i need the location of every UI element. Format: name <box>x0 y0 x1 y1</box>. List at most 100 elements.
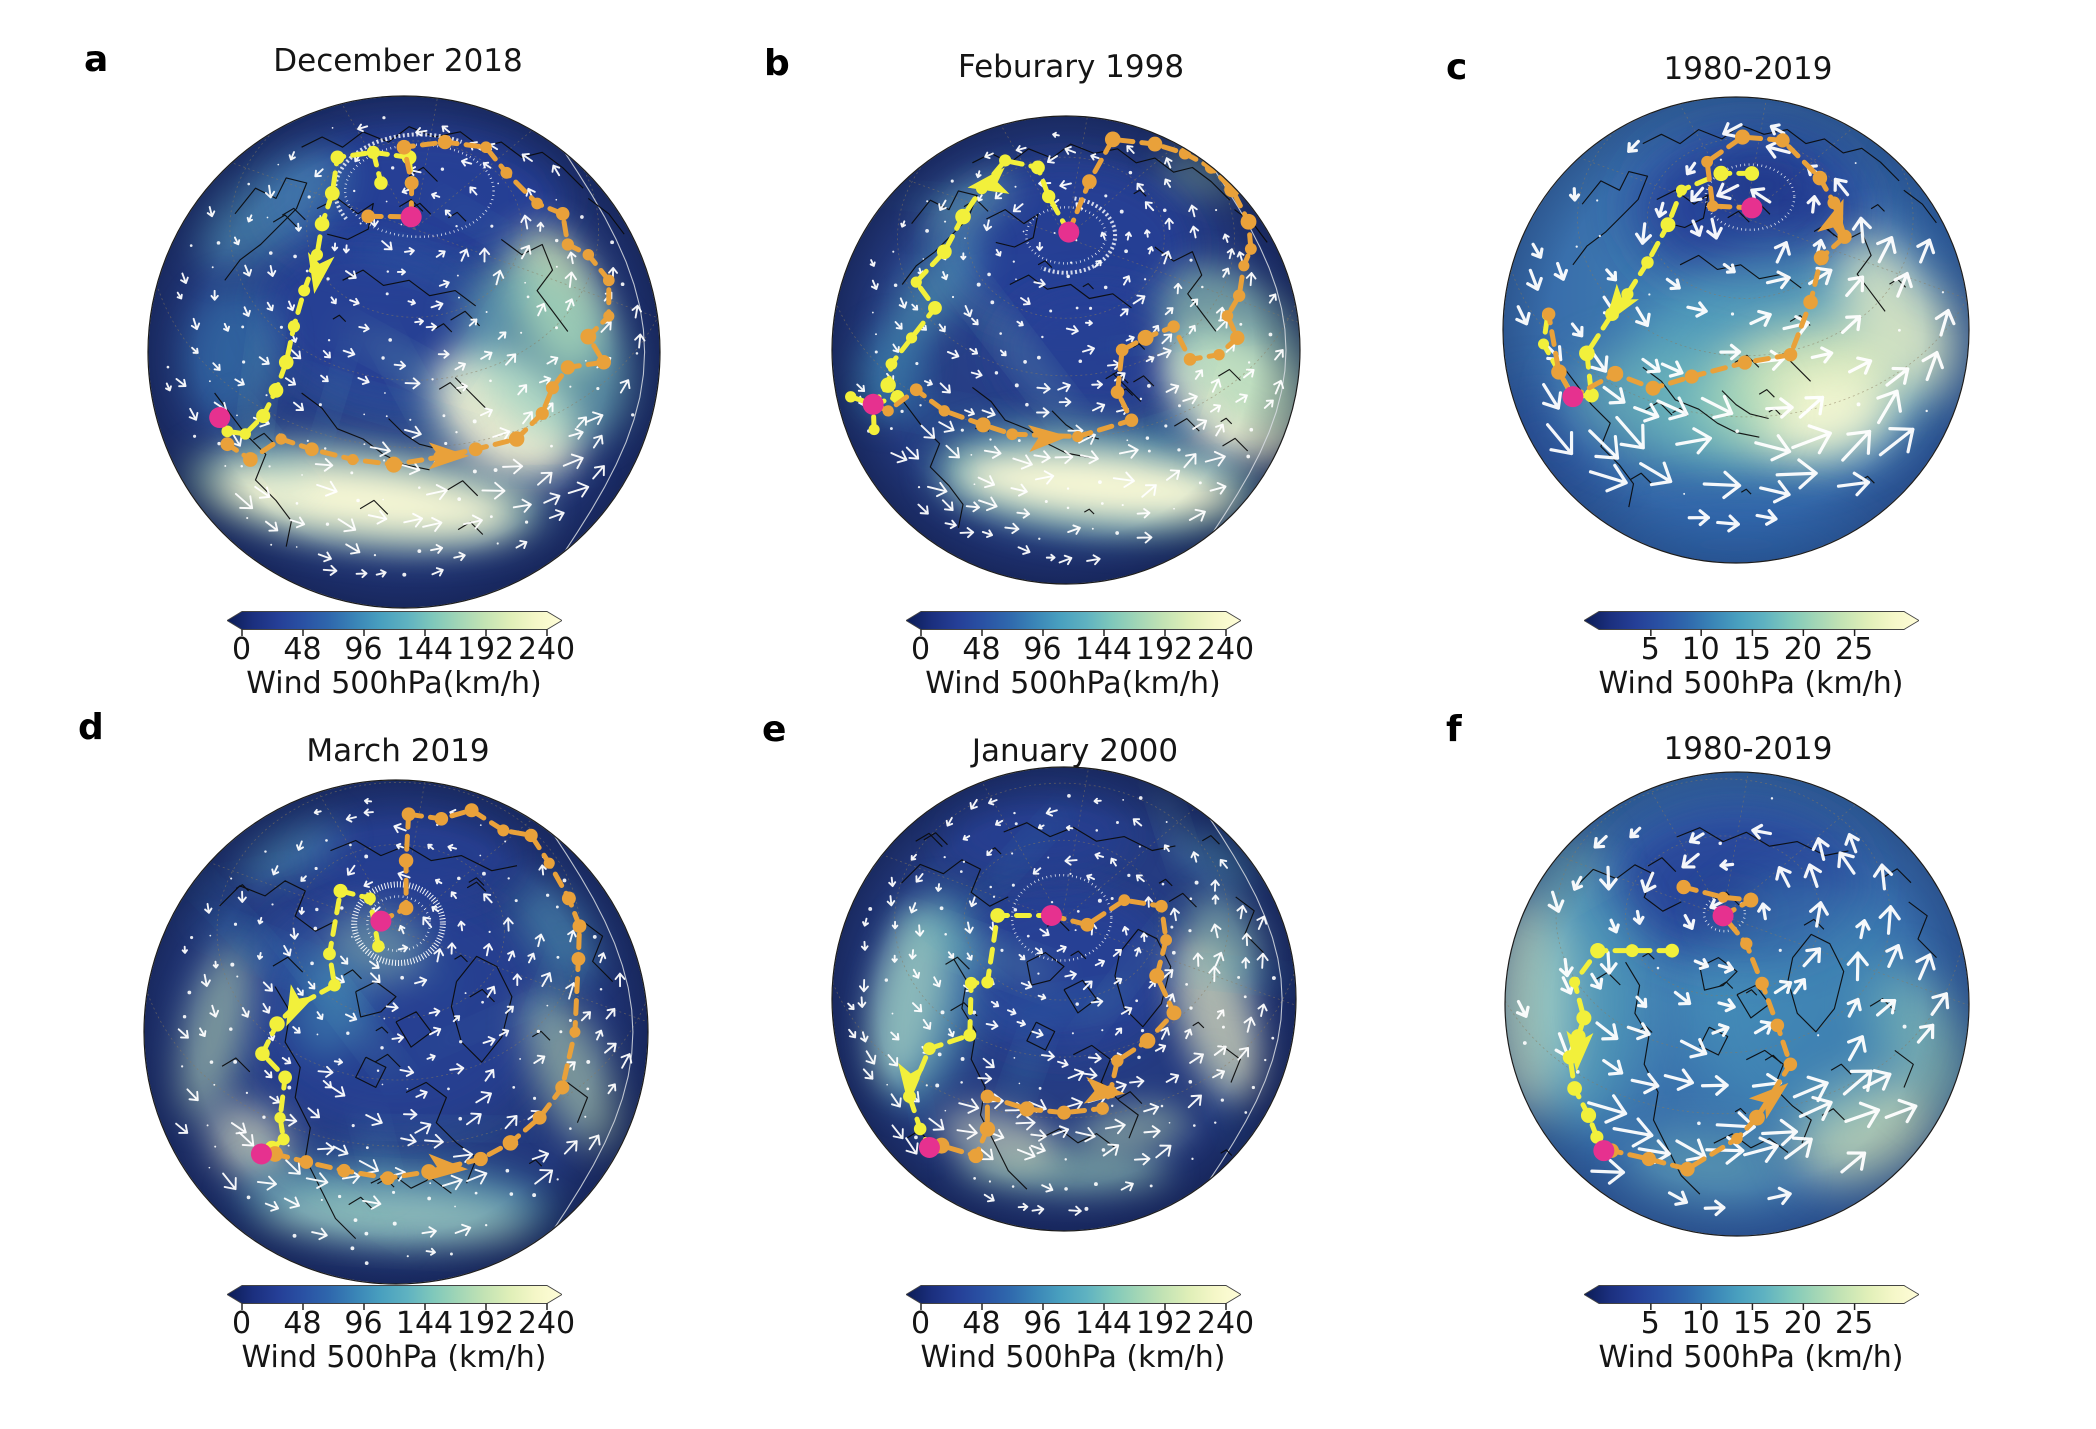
route-orange <box>220 134 615 473</box>
globe-layers <box>832 767 1296 1231</box>
route-yellow <box>1562 942 1679 1158</box>
colorbar-tick-label: 144 <box>395 1306 454 1341</box>
panel-letter-b: b <box>764 43 790 84</box>
colorbar-a: 0 48 96 144 192 240 Wind 500hPa(km/h) <box>226 611 575 711</box>
panel-letter-f: f <box>1446 709 1462 750</box>
route-orange <box>865 131 1257 452</box>
polar-circle <box>1025 196 1118 275</box>
colorbar-tick-label: 192 <box>1135 632 1194 667</box>
colorbar-tick-label: 48 <box>283 1306 322 1341</box>
colorbar-gradient-bar <box>226 1285 562 1310</box>
magenta-markers <box>1562 197 1763 408</box>
magenta-markers <box>1593 905 1734 1162</box>
route-yellow <box>898 908 1058 1154</box>
colorbar-tick-label: 48 <box>283 632 322 667</box>
colorbar-tick-label: 20 <box>1783 1306 1822 1341</box>
globe-layers <box>144 780 648 1284</box>
coastlines-layer <box>1574 827 1937 1195</box>
colorbar-tick-label: 192 <box>456 1306 515 1341</box>
colorbar-tick-label: 96 <box>1023 632 1062 667</box>
globe-outline <box>1504 771 1970 1237</box>
globe-map-f <box>1504 771 1970 1237</box>
colorbar-tick-label: 10 <box>1681 1306 1720 1341</box>
colorbar-tick-label: 96 <box>1023 1306 1062 1341</box>
globe-map-a <box>147 95 661 609</box>
colorbar-c: 5 10 15 20 25 Wind 500hPa (km/h) <box>1583 611 1919 711</box>
colorbar-tick-label: 15 <box>1732 632 1771 667</box>
colorbar-tick-label: 5 <box>1640 632 1660 667</box>
colorbar-tick-label: 15 <box>1732 1306 1771 1341</box>
colorbar-axis-label: Wind 500hPa (km/h) <box>1598 1340 1904 1375</box>
colorbar-tick-label: 240 <box>1196 632 1255 667</box>
colorbar-tick-label: 0 <box>910 1306 931 1341</box>
wind-arrows-layer <box>1515 797 1950 1217</box>
colorbar-tick-label: 192 <box>1135 1306 1194 1341</box>
globe-outline <box>147 95 661 609</box>
colorbar-e: 0 48 96 144 192 240 Wind 500hPa (km/h) <box>905 1285 1254 1385</box>
colorbar-tick-label: 48 <box>962 632 1001 667</box>
panel-title-d: March 2019 <box>306 733 490 769</box>
colorbar-axis-label: Wind 500hPa(km/h) <box>925 666 1221 701</box>
panel-title-a: December 2018 <box>273 43 523 79</box>
colorbar-tick-label: 240 <box>1196 1306 1255 1341</box>
globe-outline <box>143 779 649 1285</box>
colorbar-d: 0 48 96 144 192 240 Wind 500hPa (km/h) <box>226 1285 575 1385</box>
colorbar-tick-label: 0 <box>910 632 931 667</box>
colorbar-tick-label: 144 <box>1074 1306 1133 1341</box>
panel-letter-e: e <box>762 709 787 750</box>
globe-outline <box>831 115 1301 585</box>
colorbar-tick-label: 192 <box>456 632 515 667</box>
colorbar-tick-label: 144 <box>395 632 454 667</box>
polar-circle <box>332 132 495 239</box>
colorbar-f: 5 10 15 20 25 Wind 500hPa (km/h) <box>1583 1285 1919 1385</box>
globe-map-c <box>1502 96 1970 564</box>
colorbar-gradient-bar <box>905 611 1241 636</box>
colorbar-b: 0 48 96 144 192 240 Wind 500hPa(km/h) <box>905 611 1254 711</box>
wind-arrows-layer <box>847 793 1276 1216</box>
wind-arrows-layer <box>165 116 646 579</box>
globe-outline <box>1502 96 1970 564</box>
magenta-markers <box>250 910 392 1165</box>
globe-layers <box>832 116 1300 584</box>
globe-layers <box>1505 772 1969 1236</box>
colorbar-tick-label: 96 <box>344 632 383 667</box>
colorbar-axis-label: Wind 500hPa (km/h) <box>920 1340 1226 1375</box>
panel-title-b: Feburary 1998 <box>957 49 1185 85</box>
polar-circle <box>351 881 446 966</box>
colorbar-gradient-bar <box>226 611 562 636</box>
colorbar-gradient-bar <box>905 1285 1241 1310</box>
panel-title-e: January 2000 <box>971 733 1179 769</box>
panel-title-f: 1980-2019 <box>1663 731 1833 767</box>
globe-layers <box>148 96 660 608</box>
magenta-markers <box>209 206 422 429</box>
colorbar-tick-label: 25 <box>1834 632 1874 667</box>
colorbar-axis-label: Wind 500hPa (km/h) <box>1598 666 1904 701</box>
colorbar-tick-label: 10 <box>1681 632 1720 667</box>
colorbar-gradient-bar <box>1583 611 1919 636</box>
colorbar-tick-label: 144 <box>1074 632 1133 667</box>
polar-circle <box>1702 894 1747 933</box>
colorbar-tick-label: 20 <box>1783 632 1822 667</box>
colorbar-axis-label: Wind 500hPa(km/h) <box>246 666 542 701</box>
magenta-markers <box>862 221 1080 415</box>
colorbar-tick-label: 96 <box>344 1306 383 1341</box>
colorbar-axis-label: Wind 500hPa (km/h) <box>241 1340 547 1375</box>
globe-map-d <box>143 779 649 1285</box>
globe-map-b <box>831 115 1301 585</box>
colorbar-tick-label: 0 <box>231 1306 252 1341</box>
globe-outline <box>831 766 1297 1232</box>
colorbar-tick-label: 0 <box>231 632 252 667</box>
panel-letter-d: d <box>78 707 104 748</box>
magenta-markers <box>918 904 1062 1158</box>
colorbar-tick-label: 48 <box>962 1306 1001 1341</box>
globe-map-e <box>831 766 1297 1232</box>
panel-letter-a: a <box>84 39 109 80</box>
wind-arrows-layer <box>1515 122 1956 533</box>
panel-title-c: 1980-2019 <box>1663 51 1833 87</box>
polar-circle <box>1704 163 1796 232</box>
colorbar-tick-label: 5 <box>1640 1306 1660 1341</box>
colorbar-tick-label: 240 <box>517 632 576 667</box>
panel-letter-c: c <box>1446 47 1468 88</box>
colorbar-gradient-bar <box>1583 1285 1919 1310</box>
